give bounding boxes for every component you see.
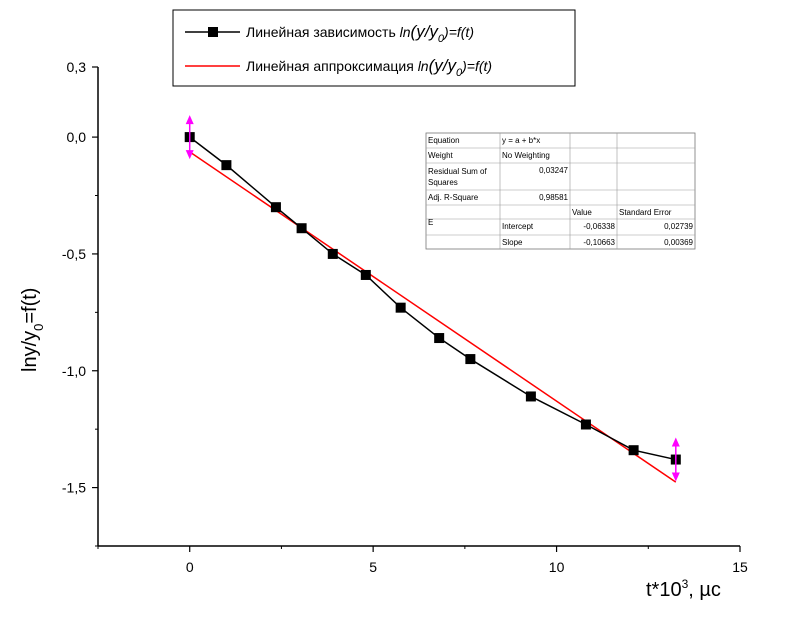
data-point [465,354,476,365]
table-cell: 0,00369 [664,238,693,247]
double-arrow-icon [671,437,680,482]
legend-label: Линейная зависимость ln(y/y0)=f(t) [246,22,474,45]
table-cell: Weight [428,151,454,160]
double-arrow-icon [185,115,194,160]
arrow-head-down [671,472,680,482]
ticks: 0,3 0,0 -0,5 -1,0 -1,5 0 5 10 15 [62,59,748,575]
table-cell: Value [572,208,592,217]
table-cell: 0,03247 [539,166,568,175]
table-cell: Residual Sum of Squares [428,167,487,187]
data-point [580,419,591,430]
arrow-head-up [185,115,194,125]
data-point [296,223,307,234]
data-point [221,160,232,171]
table-cell: Intercept [502,222,534,231]
x-tick-label: 5 [369,559,377,575]
table-cell: 0,98581 [539,193,568,202]
y-axis-title: lny/y0=f(t) [19,288,46,372]
table-cell: No Weighting [502,151,550,160]
data-point [628,445,639,456]
y-tick-label: -1,5 [62,480,86,496]
table-cell: 0,02739 [664,222,693,231]
arrow-head-down [185,150,194,160]
table-cell: Equation [428,136,460,145]
legend-entry: Линейная зависимость ln(y/y0)=f(t) [185,22,474,45]
table-cell: -0,10663 [583,238,615,247]
x-axis-title: t*103, µc [646,577,721,601]
data-point [327,248,338,259]
arrow-head-up [671,437,680,447]
table-cell: Standard Error [619,208,672,217]
y-tick-label: -1,0 [62,363,86,379]
legend-label: Линейная аппроксимация ln(y/y0)=f(t) [246,56,492,79]
legend: Линейная зависимость ln(y/y0)=f(t) Линейн… [172,9,576,87]
legend-box [172,9,576,87]
legend-entry: Линейная аппроксимация ln(y/y0)=f(t) [185,56,492,79]
x-tick-label: 15 [732,559,748,575]
fit-line [189,151,677,483]
axis-titles: t*103, µc lny/y0=f(t) [19,288,721,601]
table-cell: -0,06338 [583,222,615,231]
x-tick-label: 0 [186,559,194,575]
fit-series [189,151,677,483]
legend-marker [208,27,218,37]
table-cell: y = a + b*x [502,136,540,145]
data-point [525,391,536,402]
y-tick-label: 0,3 [67,59,87,75]
y-tick-label: 0,0 [67,129,87,145]
table-frame [425,132,696,250]
data-point [360,269,371,280]
y-tick-label: -0,5 [62,246,86,262]
data-point [395,302,406,313]
table-cell: E [428,218,433,227]
data-point [434,333,445,344]
fit-table: Equation y = a + b*x Weight No Weighting Res… [425,132,696,250]
table-cell: Slope [502,238,523,247]
table-cell: Adj. R-Square [428,193,479,202]
error-markers [185,115,680,482]
axes [97,67,740,547]
data-point [270,202,281,213]
x-tick-label: 10 [549,559,565,575]
